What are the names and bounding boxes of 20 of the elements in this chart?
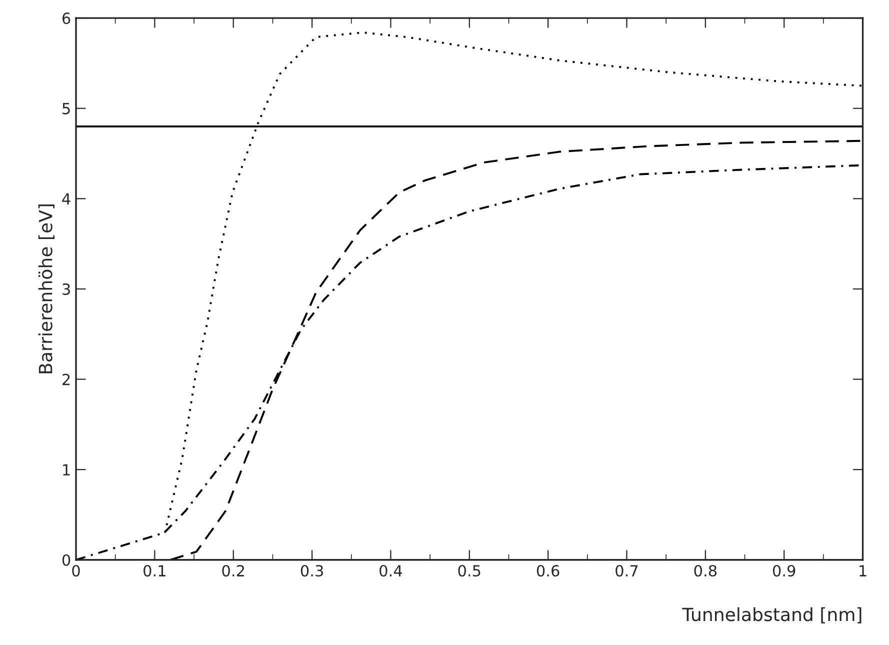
x-tick-label: 0.3: [300, 564, 323, 577]
x-tick-label: 0.6: [536, 564, 560, 577]
y-tick-label: 6: [62, 12, 70, 24]
x-tick-label: 0.5: [458, 564, 480, 577]
y-tick-label: 3: [62, 283, 70, 295]
x-tick-label: 0.8: [694, 564, 717, 577]
y-tick-label: 5: [62, 103, 70, 114]
y-tick-label: 2: [62, 374, 70, 386]
y-axis-title: Barrierenhöhe [eV]: [38, 204, 54, 374]
x-tick-label: 0.1: [144, 564, 166, 577]
x-tick-label: 1: [860, 565, 866, 576]
x-tick-label: 0.9: [772, 564, 796, 577]
x-axis-title: Tunnelabstand [nm]: [682, 607, 862, 624]
y-tick-label: 0: [62, 554, 70, 566]
y-tick-label: 4: [62, 193, 70, 204]
y-tick-label: 1: [63, 464, 70, 476]
x-tick-label: 0.7: [616, 564, 638, 577]
x-tick-label: 0.4: [380, 564, 402, 577]
x-tick-label: 0.2: [222, 564, 244, 577]
x-tick-label: 0: [72, 564, 80, 577]
